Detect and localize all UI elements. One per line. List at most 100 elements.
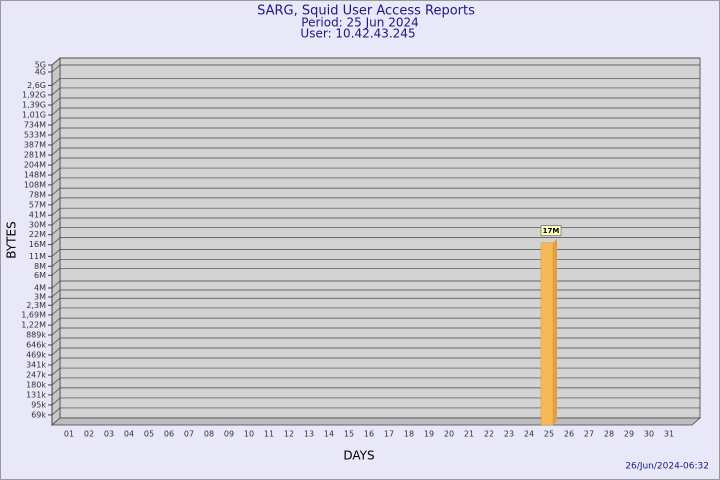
grid-line xyxy=(51,289,700,298)
grid-line xyxy=(51,258,700,267)
y-tick-label: 11M xyxy=(29,252,46,261)
grid-line xyxy=(51,397,700,406)
x-tick-label: 30 xyxy=(644,430,654,439)
y-tick-label: 8M xyxy=(34,262,46,271)
grid-line xyxy=(51,237,700,245)
grid-line xyxy=(51,407,700,416)
y-tick-label: 281M xyxy=(24,151,46,160)
grid-line xyxy=(51,357,700,366)
y-tick-label: 78M xyxy=(29,191,46,200)
grid-line xyxy=(51,377,700,386)
x-tick-label: 10 xyxy=(244,430,254,439)
y-tick-label: 5G xyxy=(35,61,46,70)
x-tick-label: 31 xyxy=(664,430,674,439)
grid-line xyxy=(51,307,700,316)
x-tick-label: 06 xyxy=(164,430,174,439)
x-tick-label: 29 xyxy=(624,430,634,439)
y-tick-label: 1,69M xyxy=(21,310,46,319)
x-tick-label: 15 xyxy=(344,430,354,439)
x-tick-label: 28 xyxy=(604,430,614,439)
y-tick-label: 3M xyxy=(34,292,46,301)
x-tick-label: 24 xyxy=(524,430,534,439)
grid-line xyxy=(51,337,700,346)
y-tick-label: 4M xyxy=(34,283,46,292)
x-tick-label: 11 xyxy=(264,430,274,439)
grid-line xyxy=(51,207,700,216)
x-tick-label: 25 xyxy=(544,430,554,439)
x-tick-label: 16 xyxy=(364,430,374,439)
y-tick-label: 41M xyxy=(29,211,46,220)
y-tick-label: 1,92G xyxy=(22,90,46,99)
value-label: 17M xyxy=(543,227,560,235)
y-tick-label: 108M xyxy=(24,180,46,189)
x-tick-label: 18 xyxy=(404,430,414,439)
y-tick-label: 533M xyxy=(24,131,46,140)
grid-line xyxy=(51,280,700,289)
bar xyxy=(540,242,554,426)
y-tick-label: 889k xyxy=(26,331,46,340)
y-tick-label: 387M xyxy=(24,141,46,150)
x-tick-label: 14 xyxy=(324,430,334,439)
grid-line xyxy=(51,248,700,257)
grid-line xyxy=(51,97,700,106)
grid-line xyxy=(51,64,700,73)
x-tick-label: 23 xyxy=(504,430,514,439)
grid-line xyxy=(51,87,700,96)
grid-line xyxy=(51,297,700,306)
grid-line xyxy=(51,317,700,326)
x-tick-label: 03 xyxy=(104,430,114,439)
grid-line xyxy=(51,117,700,126)
grid-line xyxy=(51,187,700,196)
y-tick-label: 148M xyxy=(24,171,46,180)
grid-line xyxy=(51,147,700,156)
grid-line xyxy=(51,57,700,66)
grid-line xyxy=(51,327,700,336)
y-axis-label: BYTES xyxy=(5,221,19,258)
grid-line xyxy=(51,347,700,356)
grid-line xyxy=(51,367,700,376)
x-axis-label: DAYS xyxy=(343,449,374,463)
value-label-box xyxy=(540,225,562,237)
grid-line xyxy=(51,107,700,116)
x-tick-label: 20 xyxy=(444,430,454,439)
grid-line xyxy=(51,227,700,235)
y-tick-label: 734M xyxy=(24,120,46,129)
x-tick-label: 22 xyxy=(484,430,494,439)
x-tick-label: 26 xyxy=(564,430,574,439)
x-tick-label: 21 xyxy=(464,430,474,439)
y-tick-label: 180k xyxy=(26,380,46,389)
grid-line xyxy=(51,177,700,186)
y-tick-label: 16M xyxy=(29,240,46,249)
y-tick-label: 131k xyxy=(26,390,46,399)
y-tick-label: 204M xyxy=(24,161,46,170)
y-tick-label: 69k xyxy=(31,410,46,419)
y-tick-label: 6M xyxy=(34,271,46,280)
x-tick-label: 12 xyxy=(284,430,294,439)
grid-line xyxy=(51,157,700,166)
subtitle: User: 10.42.43.245 xyxy=(300,27,415,41)
x-tick-label: 13 xyxy=(304,430,314,439)
grid-line xyxy=(51,197,700,206)
y-tick-label: 469k xyxy=(26,351,46,360)
x-tick-label: 07 xyxy=(184,430,194,439)
x-tick-label: 05 xyxy=(144,430,154,439)
y-tick-label: 30M xyxy=(29,220,46,229)
grid-line xyxy=(51,78,700,86)
x-tick-label: 04 xyxy=(124,430,134,439)
y-tick-label: 646k xyxy=(26,340,46,349)
y-tick-label: 2,3M xyxy=(26,301,46,310)
y-tick-label: 247k xyxy=(26,371,46,380)
y-tick-label: 1,39G xyxy=(22,101,46,110)
grid-line xyxy=(51,167,700,176)
y-tick-label: 22M xyxy=(29,230,46,239)
subtitle: Period: 25 Jun 2024 xyxy=(301,16,418,30)
y-tick-label: 2,6G xyxy=(27,81,46,90)
x-tick-label: 02 xyxy=(84,430,94,439)
back-wall xyxy=(59,57,701,419)
grid-line xyxy=(51,127,700,136)
chart-title: SARG, Squid User Access Reports xyxy=(257,4,475,19)
grid-line xyxy=(51,267,700,276)
x-tick-label: 01 xyxy=(64,430,74,439)
x-tick-label: 08 xyxy=(204,430,214,439)
